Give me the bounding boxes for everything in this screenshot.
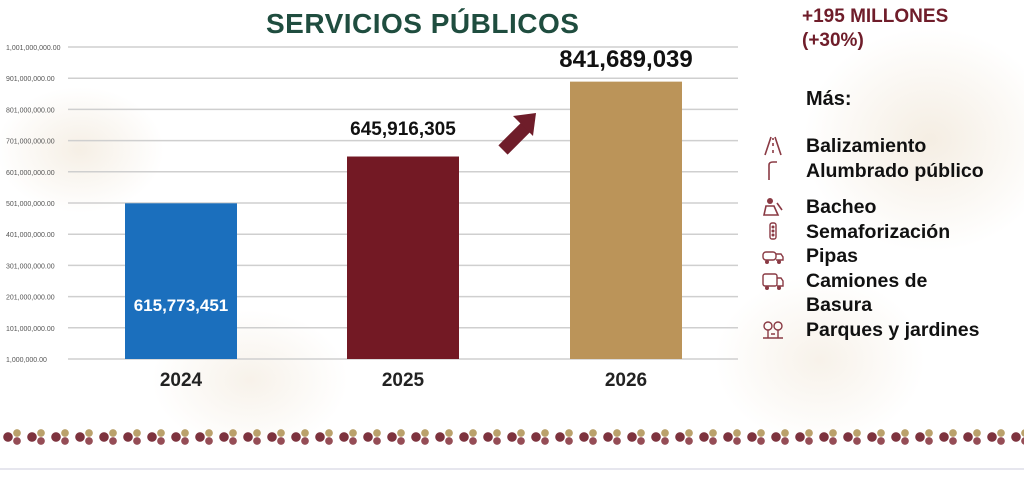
x-tick-label: 2026 [605, 370, 647, 391]
y-tick-label: 901,000,000.00 [6, 76, 55, 83]
y-tick-label: 1,001,000,000.00 [6, 45, 61, 52]
y-tick-label: 501,000,000.00 [6, 201, 55, 208]
road-worker-icon [762, 197, 784, 217]
y-tick-label: 601,000,000.00 [6, 170, 55, 177]
extras-item-parques: Parques y jardines [762, 318, 1024, 343]
extras-item-semaforizacion: Semaforización [762, 220, 1024, 245]
bar-2026 [570, 81, 682, 359]
y-tick-label: 401,000,000.00 [6, 232, 55, 239]
footer-divider [0, 468, 1024, 470]
increase-arrow-icon [498, 113, 536, 155]
y-tick-label: 301,000,000.00 [6, 263, 55, 270]
traffic-light-icon [762, 221, 784, 242]
y-tick-label: 201,000,000.00 [6, 295, 55, 302]
y-tick-label: 101,000,000.00 [6, 326, 55, 333]
extras-item-alumbrado: Alumbrado público [762, 159, 1024, 184]
extras-item-bacheo: Bacheo [762, 195, 1024, 220]
water-truck-icon [762, 246, 784, 266]
garbage-truck-icon [762, 271, 784, 291]
park-icon [762, 320, 784, 340]
x-tick-label: 2024 [160, 370, 203, 391]
decorative-border [0, 424, 1024, 450]
bar-value-label: 645,916,305 [350, 119, 456, 140]
road-lines-icon [762, 136, 784, 156]
x-tick-label: 2025 [382, 370, 425, 391]
y-tick-label: 801,000,000.00 [6, 107, 55, 114]
extras-item-pipas: Pipas [762, 244, 1024, 269]
extras-item-basura: Basura [806, 294, 873, 316]
y-tick-label: 701,000,000.00 [6, 139, 55, 146]
extras-item-balizamiento: Balizamiento [762, 134, 1024, 159]
bar-value-label: 615,773,451 [134, 296, 229, 315]
chart-title: SERVICIOS PÚBLICOS [266, 8, 580, 39]
increase-note: +195 MILLONES (+30%) [802, 5, 1022, 53]
extras-item-camiones: Camiones de [762, 269, 1024, 294]
bar-chart: 1,001,000,000.00 901,000,000.00 801,000,00… [6, 45, 738, 391]
increase-amount: +195 MILLONES [802, 6, 949, 27]
extras-heading: Más: [806, 88, 852, 110]
bar-2024 [125, 203, 237, 359]
bar-value-label: 841,689,039 [559, 46, 692, 73]
street-lamp-icon [762, 160, 784, 181]
bar-2025 [347, 156, 459, 359]
extras-list: Más: Balizamiento Alumbrado público Bach… [762, 86, 1024, 342]
y-tick-label: 1,000,000.00 [6, 357, 47, 364]
increase-percent: (+30%) [802, 30, 864, 51]
